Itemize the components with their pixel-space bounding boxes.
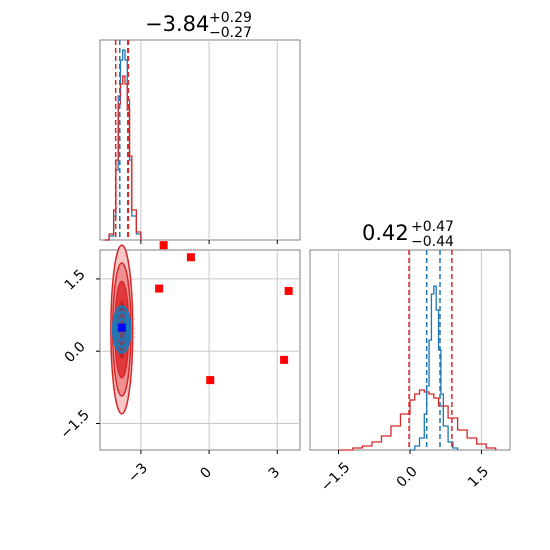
histogram-top-left [104,49,142,241]
points-bottom-left [117,241,293,385]
quantile-lines-top-left [114,40,130,240]
xtick-label-2: 1.5 [465,464,492,491]
panel-top-left: −3.84 +0.29 −0.27 [99,10,301,244]
sample-dot [133,318,136,321]
blue-contour-2 [116,317,128,342]
xtick-label-0: −1.5 [318,459,353,494]
ytick-label-0: −1.5 [57,407,92,442]
sample-dot [131,278,133,281]
xtick-label-1: 0.0 [394,464,421,491]
blue-contour-1 [113,310,130,349]
sample-dot [134,336,137,338]
quantile-lines-bottom-right [408,250,453,450]
red-marker-0 [159,241,168,250]
ytick-label-2: 1.5 [62,267,89,294]
red-marker-2 [155,284,164,293]
frame-bottom-left [99,249,301,451]
xticks-top-left [140,240,278,244]
xtick-label-0: −3 [125,460,151,486]
title-top-left-minus: −0.27 [209,25,252,41]
ytick-label-1: 0.0 [62,339,89,366]
sample-dot [134,327,136,329]
grid-bottom-right [338,250,482,450]
title-top-left-value: −3.84 [145,12,209,36]
red-marker-5 [280,355,289,364]
panel-bottom-right: −1.5 0.0 1.5 0.42 +0.47 −0.44 [309,219,511,495]
red-marker-3 [284,286,293,295]
red-marker-1 [186,253,195,262]
sample-dot [134,332,136,334]
sample-dot [132,369,134,372]
sample-dot [134,328,136,331]
histogram-series-1 [104,75,142,241]
histogram-series-1 [410,285,459,451]
xtick-label-2: 3 [266,464,284,482]
title-bottom-right-plus: +0.47 [411,219,454,235]
histogram-series-0 [338,389,497,451]
grid-bottom-left [100,250,300,450]
title-bottom-right-value: 0.42 [362,221,409,245]
frame-top-left [99,39,301,241]
red-marker-4 [206,376,215,385]
ticks-bottom-right: −1.5 0.0 1.5 [318,450,492,495]
grid-top-left [140,40,278,240]
blue-marker [117,323,126,332]
xtick-label-1: 0 [197,464,215,482]
title-bottom-right-minus: −0.44 [411,234,454,250]
panel-bottom-left: −3 0 3 −1.5 0.0 1.5 [57,241,301,486]
histogram-bottom-right [338,285,497,451]
title-top-left-plus: +0.29 [209,10,252,26]
